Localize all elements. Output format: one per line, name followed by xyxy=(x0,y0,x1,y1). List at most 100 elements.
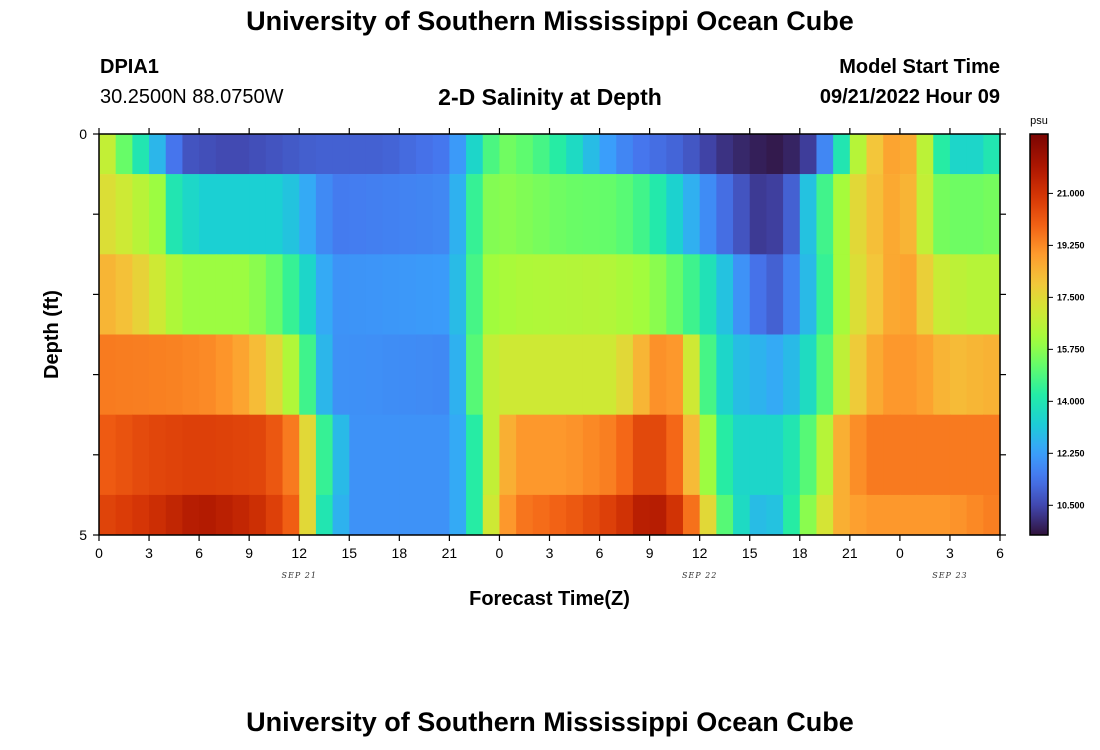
colorbar-unit-label: psu xyxy=(1030,115,1048,127)
heatmap-cell xyxy=(582,134,601,175)
heatmap-cell xyxy=(582,254,601,335)
model-start-label: Model Start Time xyxy=(839,56,1000,78)
heatmap-cell xyxy=(416,334,434,415)
heatmap-cell xyxy=(549,134,567,175)
heatmap-cell xyxy=(632,174,651,255)
heatmap-cell xyxy=(115,134,133,175)
heatmap-cell xyxy=(799,414,818,496)
heatmap-cell xyxy=(199,254,217,335)
heatmap-cell xyxy=(132,134,150,175)
heatmap-cell xyxy=(949,134,968,175)
heatmap-cell xyxy=(766,414,784,496)
heatmap-cell xyxy=(132,334,150,415)
heatmap-cell xyxy=(282,174,300,255)
colorbar-tick-label: 17.500 xyxy=(1057,292,1085,302)
heatmap-cell xyxy=(966,414,984,496)
x-tick-label: 15 xyxy=(742,545,758,561)
heatmap-cell xyxy=(115,254,133,335)
heatmap-cell xyxy=(299,254,317,335)
heatmap-cell xyxy=(416,494,434,536)
heatmap-cell xyxy=(833,134,851,175)
heatmap-cell xyxy=(849,174,868,255)
heatmap-cell xyxy=(849,134,868,175)
heatmap-cell xyxy=(799,334,818,415)
heatmap-cell xyxy=(933,334,951,415)
heatmap-cell xyxy=(949,254,968,335)
heatmap-cell xyxy=(99,494,117,536)
heatmap-cell xyxy=(382,414,400,496)
heatmap-cell xyxy=(265,254,284,335)
heatmap-cell xyxy=(549,334,567,415)
heatmap-cell xyxy=(382,134,400,175)
heatmap-cell xyxy=(916,494,934,536)
heatmap-cell xyxy=(966,174,984,255)
heatmap-cell xyxy=(516,254,534,335)
heatmap-cell xyxy=(582,414,601,496)
heatmap-cell xyxy=(215,414,234,496)
heatmap-cell xyxy=(382,174,400,255)
y-tick-label: 0 xyxy=(79,126,87,142)
heatmap-cell xyxy=(399,254,417,335)
heatmap-cell xyxy=(616,254,634,335)
heatmap-cell xyxy=(249,494,267,536)
heatmap-cell xyxy=(649,494,667,536)
heatmap-cell xyxy=(449,254,467,335)
heatmap-cell xyxy=(783,334,801,415)
x-tick-label: 0 xyxy=(896,545,904,561)
heatmap-cell xyxy=(516,414,534,496)
heatmap-cell xyxy=(966,254,984,335)
heatmap-cell xyxy=(232,334,250,415)
heatmap-cell xyxy=(516,174,534,255)
heatmap-cell xyxy=(265,174,284,255)
heatmap-cell xyxy=(833,334,851,415)
heatmap-cell xyxy=(716,414,734,496)
heatmap-cell xyxy=(916,254,934,335)
heatmap-cell xyxy=(282,254,300,335)
model-start-value: 09/21/2022 Hour 09 xyxy=(819,86,1000,108)
heatmap-cell xyxy=(566,254,584,335)
heatmap-cell xyxy=(632,334,651,415)
heatmap-cell xyxy=(549,254,567,335)
heatmap-cell xyxy=(349,414,367,496)
heatmap-cell xyxy=(165,174,184,255)
heatmap-cell xyxy=(299,494,317,536)
heatmap-cell xyxy=(833,494,851,536)
heatmap-cell xyxy=(215,254,234,335)
heatmap-cell xyxy=(115,334,133,415)
heatmap-cell xyxy=(99,254,117,335)
heatmap-cell xyxy=(816,174,834,255)
heatmap-cell xyxy=(332,494,350,536)
heatmap-cell xyxy=(566,174,584,255)
heatmap-cell xyxy=(315,494,334,536)
heatmap-cell xyxy=(482,494,501,536)
heatmap-cell xyxy=(132,174,150,255)
heatmap-cell xyxy=(783,494,801,536)
heatmap-cell xyxy=(616,174,634,255)
x-tick-label: 3 xyxy=(145,545,153,561)
heatmap-cell xyxy=(632,254,651,335)
heatmap-cell xyxy=(733,494,751,536)
heatmap-cell xyxy=(749,334,768,415)
heatmap-cell xyxy=(599,174,617,255)
heatmap-cell xyxy=(816,414,834,496)
heatmap-cell xyxy=(182,334,200,415)
date-label: SEP 22 xyxy=(682,571,717,580)
heatmap-cell xyxy=(365,174,384,255)
heatmap-cell xyxy=(749,254,768,335)
heatmap-cell xyxy=(899,494,918,536)
heatmap-cell xyxy=(549,174,567,255)
heatmap-cell xyxy=(699,494,717,536)
heatmap-cell xyxy=(482,334,501,415)
colorbar-tick-label: 12.250 xyxy=(1057,448,1085,458)
heatmap-cell xyxy=(332,174,350,255)
heatmap-cell xyxy=(566,494,584,536)
heatmap-cell xyxy=(499,414,517,496)
heatmap-cell xyxy=(549,494,567,536)
heatmap-cell xyxy=(466,334,484,415)
heatmap-cell xyxy=(682,134,701,175)
colorbar: 10.500 12.250 14.000 15.750 17.500 19.250 21.0… xyxy=(1029,133,1085,536)
heatmap-cell xyxy=(432,494,450,536)
heatmap-cell xyxy=(99,134,117,175)
heatmap-cell xyxy=(849,494,868,536)
heatmap-cell xyxy=(916,414,934,496)
